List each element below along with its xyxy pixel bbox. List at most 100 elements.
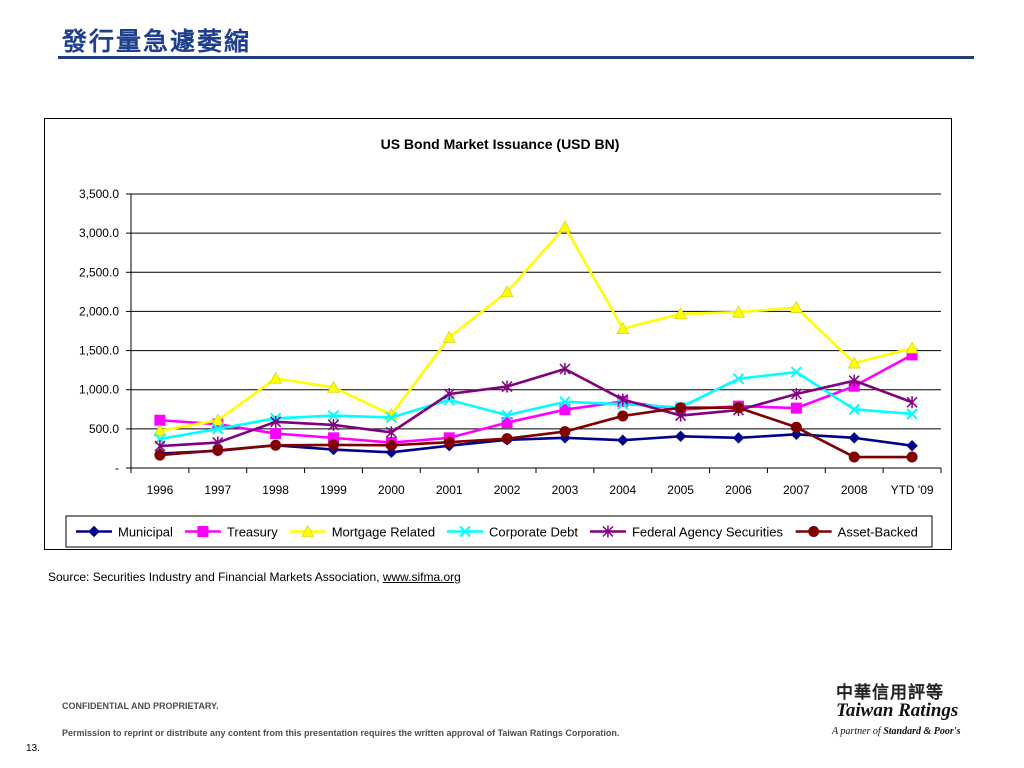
confidential-notice: CONFIDENTIAL AND PROPRIETARY. [62, 701, 219, 711]
data-point-mortgage-related [731, 305, 746, 318]
permission-notice: Permission to reprint or distribute any … [62, 728, 620, 738]
y-tick-label: 3,000.0 [79, 226, 119, 240]
data-point-mortgage-related [558, 220, 572, 233]
x-tick-label: 1998 [262, 483, 289, 497]
legend-swatch-marker [808, 526, 820, 537]
data-point-corporate-debt [385, 411, 398, 424]
data-point-asset-backed [733, 402, 744, 414]
legend-label: Mortgage Related [332, 525, 435, 540]
legend-label: Asset-Backed [838, 525, 918, 540]
legend-item-corporate-debt: Corporate Debt [447, 525, 578, 540]
series-lines [153, 220, 919, 463]
data-point-asset-backed [385, 439, 397, 451]
data-point-corporate-debt [906, 408, 918, 420]
data-point-treasury [559, 404, 571, 416]
axes: - 500.0 1,000.0 1,500.0 2,000.0 2,500.0 3,000.… [79, 187, 942, 497]
data-point-asset-backed [270, 439, 282, 451]
data-point-federal-agency-securities [617, 393, 629, 406]
data-point-asset-backed [328, 439, 339, 451]
legend-item-federal-agency-securities: Federal Agency Securities [589, 525, 784, 540]
data-point-corporate-debt [732, 373, 745, 385]
legend-item-municipal: Municipal [76, 525, 173, 540]
legend-swatch-marker [197, 526, 209, 537]
logo-partner-line: A partner of Standard & Poor's [832, 726, 960, 737]
series-treasury [154, 349, 918, 449]
x-tick-label: 1999 [320, 483, 347, 497]
data-point-mortgage-related [789, 300, 803, 313]
y-tick-label: 2,000.0 [79, 304, 119, 318]
data-point-asset-backed [675, 402, 687, 414]
x-tick-label: 2000 [378, 483, 405, 497]
legend-swatch-marker [459, 525, 471, 538]
data-point-asset-backed [154, 449, 166, 461]
source-link[interactable]: www.sifma.org [382, 570, 461, 584]
legend-label: Federal Agency Securities [632, 525, 784, 540]
series-mortgage-related [153, 220, 919, 437]
data-point-corporate-debt [327, 409, 340, 422]
legend-item-asset-backed: Asset-Backed [795, 525, 918, 540]
legend-swatch-marker [602, 525, 614, 538]
line-chart: US Bond Market Issuance (USD BN) - 500.0 1… [65, 136, 942, 548]
grid-lines [131, 193, 941, 430]
taiwan-ratings-logo: 中華信用評等 Taiwan Ratings A partner of Stand… [820, 678, 984, 744]
data-point-corporate-debt [501, 409, 513, 421]
data-point-mortgage-related [500, 285, 514, 298]
series-line-asset-backed [159, 406, 913, 459]
data-point-asset-backed [617, 410, 629, 422]
x-tick-label: 2006 [725, 483, 752, 497]
data-point-federal-agency-securities [327, 418, 340, 431]
data-point-mortgage-related [326, 380, 341, 393]
legend-label: Corporate Debt [489, 525, 578, 540]
data-point-asset-backed [443, 436, 455, 448]
x-tick-label: YTD '09 [891, 483, 934, 497]
data-point-mortgage-related [442, 330, 456, 343]
data-point-asset-backed [848, 451, 860, 463]
slide-title: 發行量急遽萎縮 [62, 27, 252, 56]
legend-item-mortgage-related: Mortgage Related [289, 524, 435, 540]
source-note: Source: Securities Industry and Financia… [48, 570, 461, 584]
x-tick-label: 2005 [667, 483, 694, 497]
chart-container: US Bond Market Issuance (USD BN) - 500.0 1… [44, 118, 952, 550]
legend-swatch-marker [301, 524, 315, 537]
data-point-federal-agency-securities [270, 415, 282, 428]
series-line-federal-agency-securities [159, 367, 913, 448]
title-divider [58, 56, 974, 59]
data-point-corporate-debt [790, 366, 803, 378]
x-tick-label: 1996 [147, 483, 174, 497]
data-point-municipal [617, 434, 629, 446]
data-point-federal-agency-securities [443, 388, 455, 401]
y-tick-label: 500.0 [89, 422, 119, 436]
data-point-asset-backed [559, 426, 571, 438]
data-point-mortgage-related [905, 341, 919, 354]
series-asset-backed [154, 402, 918, 463]
data-point-treasury [790, 402, 802, 414]
data-point-mortgage-related [211, 413, 225, 426]
x-tick-label: 2008 [841, 483, 868, 497]
x-tick-label: 2004 [609, 483, 636, 497]
logo-partner-prefix: A partner of [832, 726, 884, 737]
logo-english-name: Taiwan Ratings [836, 700, 959, 721]
data-point-federal-agency-securities [906, 396, 918, 409]
y-tick-label: 2,500.0 [79, 265, 119, 279]
chart-title: US Bond Market Issuance (USD BN) [381, 136, 620, 152]
x-tick-label: 1997 [204, 483, 231, 497]
data-point-municipal [732, 432, 745, 444]
series-line-mortgage-related [159, 225, 913, 433]
data-point-mortgage-related [616, 322, 630, 334]
y-tick-label: - [115, 461, 119, 475]
data-point-federal-agency-securities [848, 374, 860, 387]
data-point-corporate-debt [559, 396, 571, 408]
data-point-mortgage-related [153, 424, 167, 437]
data-point-corporate-debt [212, 423, 224, 435]
logo-chinese-name: 中華信用評等 [836, 683, 944, 703]
data-point-treasury [501, 417, 513, 429]
data-point-municipal [848, 432, 860, 444]
y-tick-label: 1,500.0 [79, 344, 119, 358]
series-federal-agency-securities [154, 362, 918, 453]
data-point-asset-backed [501, 433, 513, 445]
logo-partner-name: Standard & Poor's [883, 726, 961, 737]
data-point-federal-agency-securities [790, 388, 802, 401]
series-line-treasury [159, 353, 913, 444]
data-point-asset-backed [790, 421, 802, 433]
data-point-asset-backed [906, 451, 918, 463]
